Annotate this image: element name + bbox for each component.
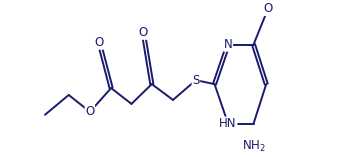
Text: O: O [85,105,94,118]
Text: O: O [139,26,148,39]
Text: HN: HN [219,117,237,130]
Text: O: O [263,3,273,15]
Text: NH$_2$: NH$_2$ [242,139,265,154]
Text: O: O [94,36,104,49]
Text: S: S [192,74,200,87]
Text: N: N [224,38,233,51]
